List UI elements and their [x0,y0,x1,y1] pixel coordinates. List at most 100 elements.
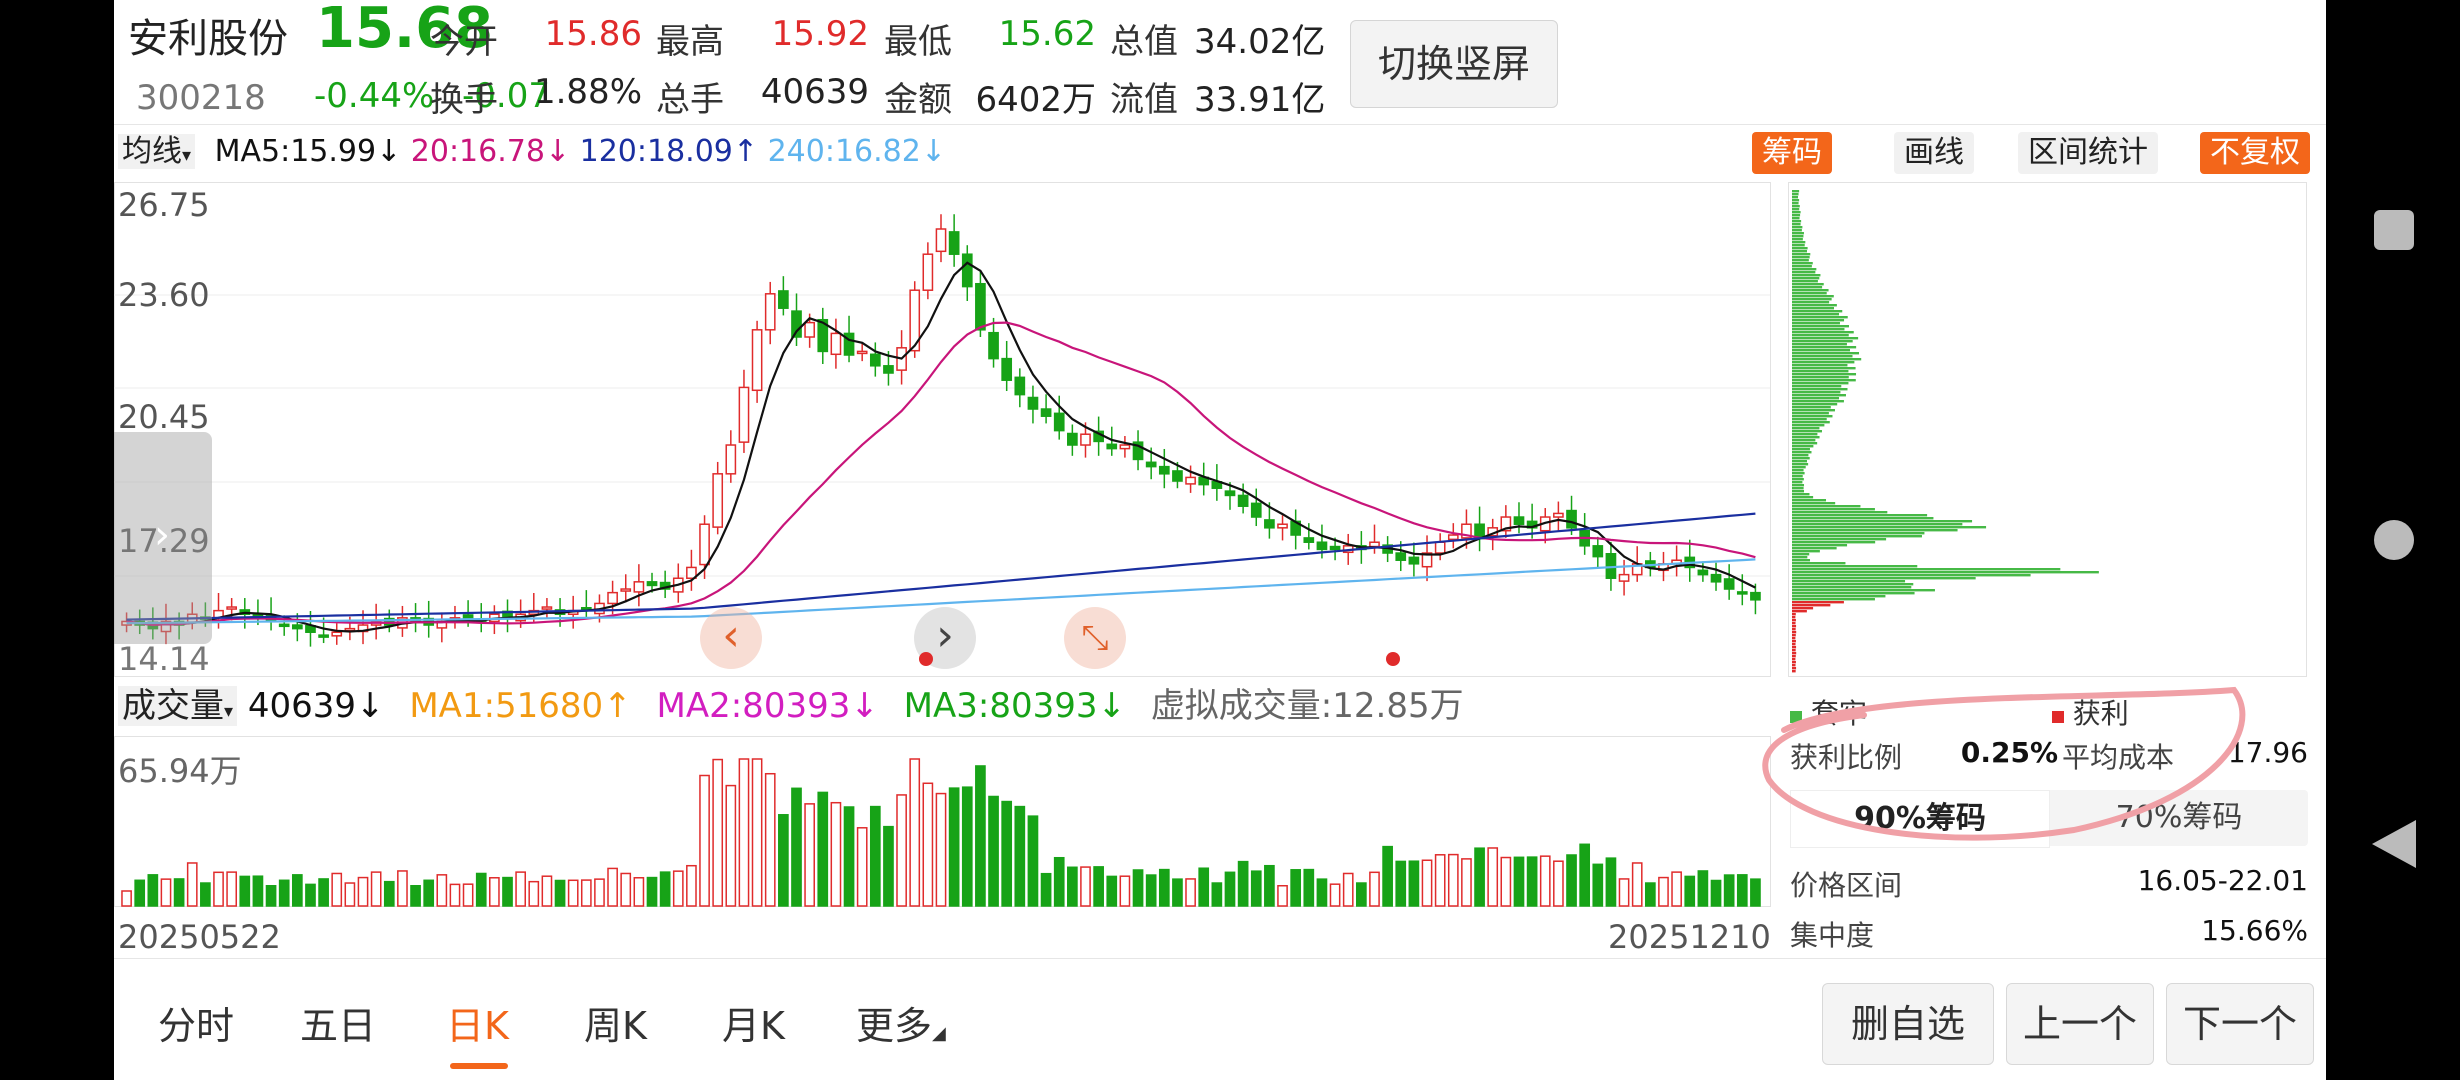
volume-bar [239,875,251,907]
back-icon[interactable] [2372,820,2416,868]
next-stock-button[interactable]: 下一个 [2166,983,2314,1065]
volume-bar [1198,867,1210,907]
chip-bar [1792,538,1887,541]
float-label: 流值 [1110,80,1178,120]
vol-ma1: MA1:51680 [409,686,604,726]
volume-chart[interactable] [114,736,1774,908]
shrink-icon[interactable]: ⤡ [1064,607,1126,669]
tab-70-chips[interactable]: 70%筹码 [2115,800,2243,835]
candle-body [607,591,618,605]
volume-bar [1067,866,1078,907]
candle-body [975,282,986,331]
chip-bar [1792,250,1807,253]
candle-body [1237,494,1249,507]
volume-bar [370,871,382,907]
candle-body [883,365,894,374]
chip-bar [1792,556,1808,559]
chip-bar [1792,388,1848,391]
range-stats-button[interactable]: 区间统计 [2018,132,2158,174]
switch-portrait-button[interactable]: 切换竖屏 [1350,20,1558,108]
event-marker[interactable] [919,652,933,666]
volume-bar [922,782,934,907]
volume-bar [1447,853,1459,907]
volume-bar [1316,878,1328,907]
no-adjust-button[interactable]: 不复权 [2200,132,2310,174]
chip-bar [1792,418,1827,421]
chip-bar [1792,226,1803,229]
draw-line-button[interactable]: 画线 [1894,132,1974,174]
volume-selector[interactable]: 成交量▾ [118,686,238,726]
chip-bar [1792,658,1796,661]
remove-watchlist-button[interactable]: 删自选 [1822,983,1994,1065]
chip-bar [1792,628,1796,631]
tab-daily-k[interactable]: 日K [446,1004,509,1048]
candle-body [646,581,658,587]
chip-bar [1792,631,1797,634]
chip-bar [1792,262,1813,265]
chip-bar [1792,619,1796,622]
volume-bar [778,814,789,907]
chips-button[interactable]: 筹码 [1752,132,1832,174]
volume-bar [686,864,697,907]
chip-bar [1792,352,1860,355]
volume-bar [1618,878,1630,907]
low-label: 最低 [884,22,952,62]
volume-bar [1356,882,1367,907]
volume-bar [344,882,356,907]
volume-bar [1474,847,1485,907]
tab-more[interactable]: 更多◢ [856,1004,946,1048]
previous-stock-button[interactable]: 上一个 [2006,983,2154,1065]
chip-bar [1792,577,1976,580]
chip-bar [1792,343,1847,346]
candle-body [1395,552,1407,561]
home-icon[interactable] [2374,520,2414,560]
tab-intraday[interactable]: 分时 [158,1004,235,1048]
chip-bar [1792,496,1814,499]
expand-panel-handle[interactable]: › [114,432,212,644]
volume-bar [1697,870,1709,907]
event-marker[interactable] [1386,652,1400,666]
volume-value: 40639 [760,72,869,112]
chip-bar [1792,397,1840,400]
volume-bar [869,805,881,907]
candle-body [961,253,973,288]
recent-apps-icon[interactable] [2374,210,2414,250]
volume-bar [186,862,198,907]
candle-body [1369,541,1380,548]
candle-body [1500,516,1512,532]
candle-body [1053,412,1065,432]
volume-bar [462,883,474,907]
ma5-value: MA5:15.99 [214,134,377,169]
tab-five-day[interactable]: 五日 [300,1004,377,1048]
volume-bar [1539,855,1551,907]
volume-bar [1644,882,1656,907]
scroll-left-icon[interactable]: ‹ [700,607,762,669]
tab-monthly-k[interactable]: 月K [722,1004,785,1048]
volume-bar [1395,860,1407,907]
volume-bar [817,791,829,907]
candle-body [1067,432,1078,446]
tab-weekly-k[interactable]: 周K [584,1004,647,1048]
volume-bar [147,874,159,907]
chip-bar [1792,502,1836,505]
chip-bar [1792,349,1850,352]
ma-selector[interactable]: 均线▾ [118,134,196,169]
candle-body [804,321,815,338]
candle-body [1723,578,1735,590]
volume-bar [699,774,710,907]
chip-bar [1792,238,1803,241]
chip-bar [1792,391,1841,394]
chip-bar [1792,514,1928,517]
volume-bar [1736,874,1748,907]
kline-chart[interactable] [114,182,1774,678]
volume-bar [567,879,579,907]
concentration-label: 集中度 [1790,919,1875,952]
chip-bar [1792,247,1808,250]
chip-bar [1792,331,1854,334]
chip-bar [1792,277,1820,280]
scroll-right-icon[interactable]: › [914,607,976,669]
volume-bar [856,827,868,907]
candle-body [633,581,645,593]
volume-bar [948,787,960,907]
volume-bar [1027,815,1039,907]
